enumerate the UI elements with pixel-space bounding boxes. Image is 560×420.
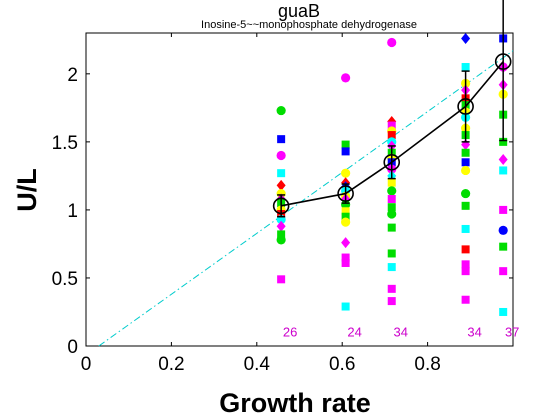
data-point	[276, 105, 286, 116]
data-point	[461, 201, 470, 210]
mean-marker	[494, 53, 512, 70]
data-point	[461, 267, 470, 276]
x-tick-label: 0	[81, 354, 92, 375]
data-point	[387, 37, 397, 48]
count-label: 26	[283, 324, 297, 339]
data-point	[341, 253, 350, 262]
mean-marker	[457, 98, 474, 115]
data-point	[387, 195, 396, 204]
data-point	[498, 154, 508, 166]
reference-line-layer	[98, 50, 514, 347]
data-point	[341, 237, 351, 249]
data-point	[341, 302, 350, 311]
data-point	[277, 230, 286, 239]
data-point	[461, 158, 470, 167]
data-point	[341, 258, 350, 267]
data-point	[461, 188, 471, 199]
y-tick-label: 1.5	[52, 133, 78, 154]
data-point	[387, 223, 396, 232]
count-label: 37	[505, 324, 519, 339]
x-axis: 0 0.2 0.4 0.6 0.8	[81, 33, 441, 375]
data-point	[461, 260, 470, 269]
y-tick-label: 2	[67, 65, 78, 86]
data-point	[341, 207, 350, 216]
count-label: 34	[467, 324, 481, 339]
plot-area	[85, 32, 514, 347]
data-point	[461, 148, 470, 157]
x-tick-label: 0.8	[414, 354, 440, 375]
data-point	[387, 131, 396, 140]
data-point	[276, 150, 286, 161]
y-axis-label: U/L	[12, 168, 42, 212]
count-label: 34	[393, 324, 407, 339]
y-tick-label: 0	[67, 337, 78, 358]
data-point	[277, 169, 286, 178]
data-point	[387, 297, 396, 306]
data-point	[499, 166, 508, 175]
data-point	[341, 73, 351, 83]
data-point	[499, 242, 508, 251]
data-point	[387, 121, 396, 130]
data-point	[277, 135, 286, 144]
mean-marker	[337, 185, 354, 202]
y-tick-label: 1	[67, 201, 78, 222]
data-point	[277, 275, 286, 284]
data-point	[276, 235, 286, 245]
data-point	[498, 225, 508, 235]
data-point	[341, 212, 350, 221]
data-point	[387, 263, 396, 272]
data-point	[387, 209, 397, 219]
data-point	[276, 220, 286, 232]
data-point	[387, 284, 396, 293]
chart-subtitle: Inosine-5~~monophosphate dehydrogenase	[201, 19, 417, 31]
reference-line	[98, 50, 514, 347]
data-point	[387, 186, 397, 196]
mean-marker	[272, 197, 290, 215]
count-label: 24	[347, 324, 361, 339]
x-axis-label: Growth rate	[219, 388, 371, 418]
data-point	[387, 249, 396, 258]
data-point	[461, 63, 470, 72]
data-point	[461, 295, 470, 304]
y-axis: 0 0.5 1 1.5 2	[52, 65, 513, 358]
mean-line-layer	[272, 0, 512, 218]
data-point	[341, 217, 351, 227]
data-point	[341, 199, 351, 210]
data-point	[461, 165, 471, 176]
data-point	[387, 178, 396, 187]
data-point	[341, 140, 350, 149]
count-labels-layer: 26 24 34 34 37	[283, 324, 520, 339]
data-point	[341, 147, 350, 156]
x-tick-label: 0.2	[158, 354, 184, 375]
data-point	[387, 203, 396, 212]
x-tick-label: 0.6	[329, 354, 355, 375]
data-point	[461, 32, 471, 44]
data-point	[499, 267, 508, 276]
mean-marker	[383, 153, 401, 171]
data-point	[499, 307, 508, 316]
chart-title: guaB	[278, 1, 320, 21]
y-tick-label: 0.5	[52, 269, 78, 290]
mean-line	[280, 61, 504, 207]
data-point	[276, 179, 286, 191]
data-point	[499, 137, 508, 146]
data-point	[499, 205, 508, 214]
data-point	[461, 224, 470, 233]
x-tick-label: 0.4	[244, 354, 271, 375]
data-point	[341, 168, 351, 178]
data-point	[461, 245, 470, 254]
